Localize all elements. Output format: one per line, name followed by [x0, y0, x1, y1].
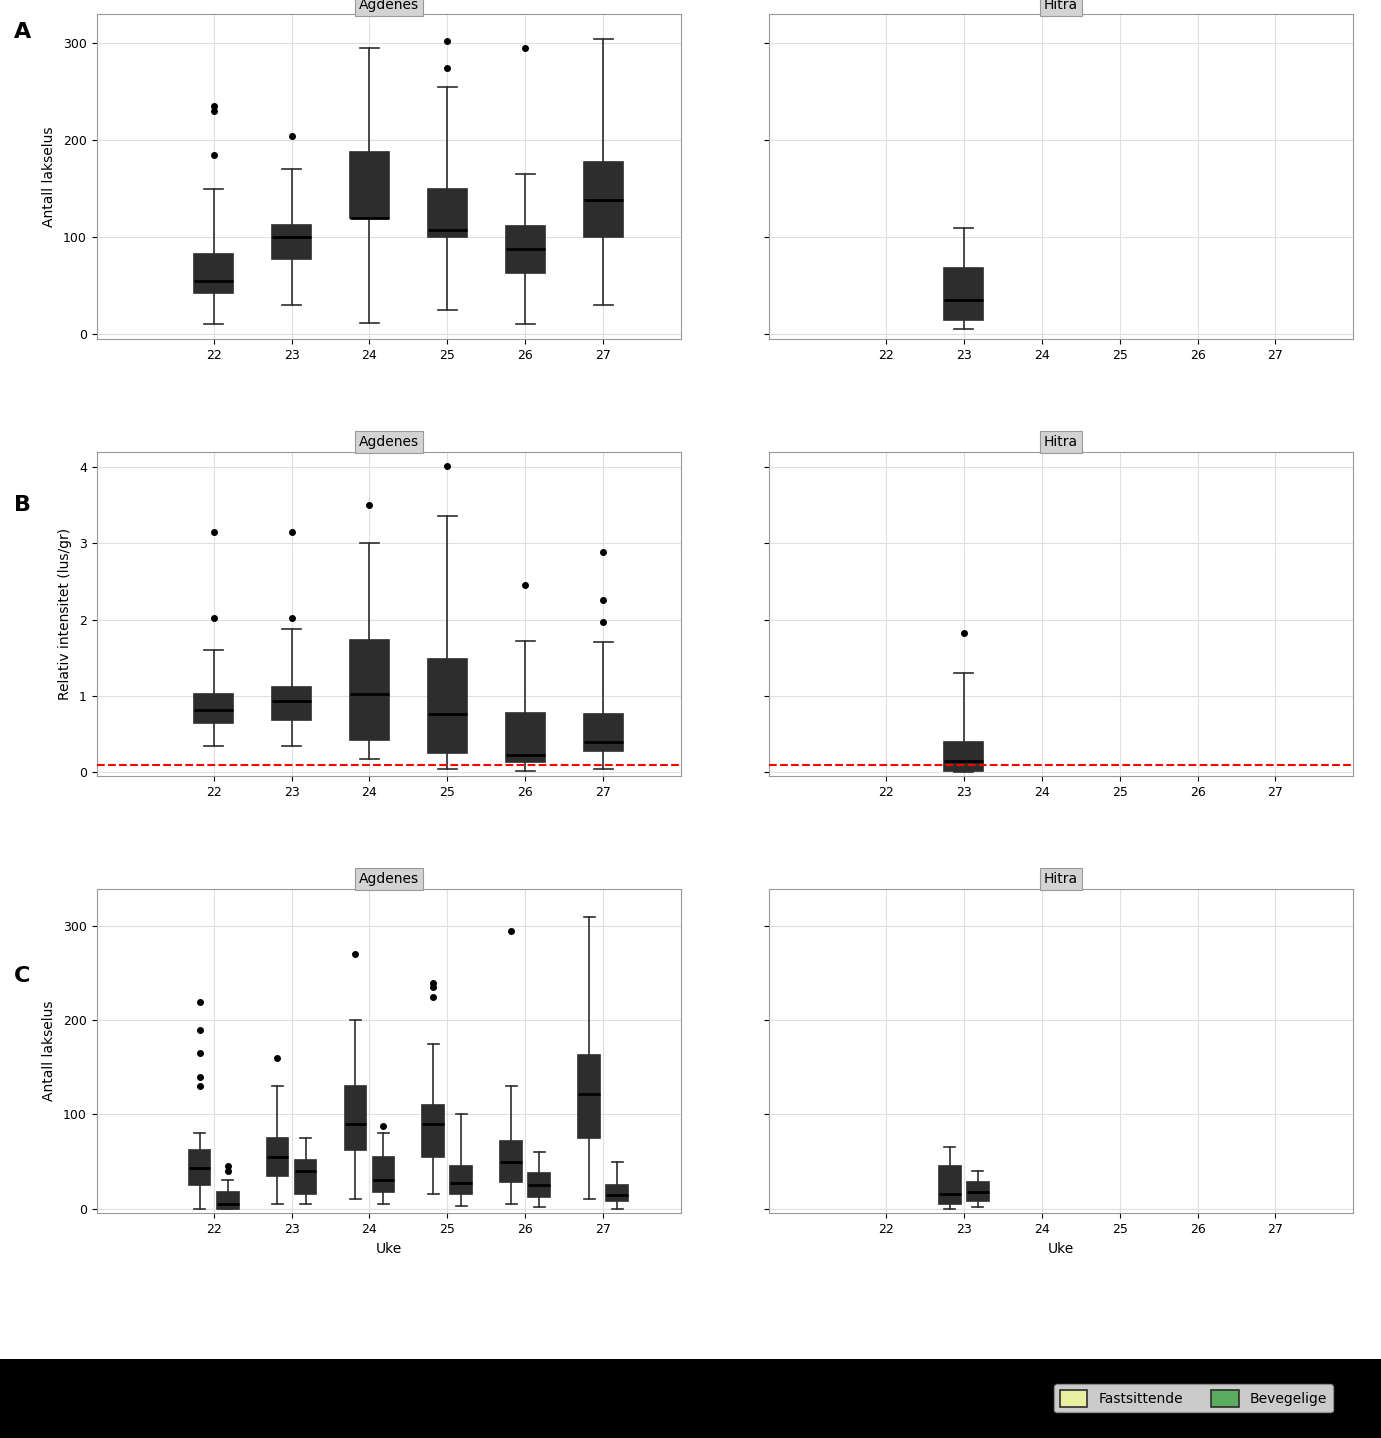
PathPatch shape: [294, 1159, 316, 1195]
Y-axis label: Relativ intensitet (lus/gr): Relativ intensitet (lus/gr): [58, 528, 72, 700]
PathPatch shape: [195, 253, 233, 293]
PathPatch shape: [584, 161, 623, 237]
PathPatch shape: [428, 659, 467, 754]
PathPatch shape: [529, 1173, 550, 1198]
PathPatch shape: [272, 687, 311, 720]
PathPatch shape: [505, 713, 544, 762]
PathPatch shape: [606, 1185, 628, 1201]
PathPatch shape: [349, 640, 389, 741]
PathPatch shape: [500, 1140, 522, 1182]
Text: B: B: [14, 495, 30, 515]
Title: Agdenes: Agdenes: [359, 434, 418, 449]
PathPatch shape: [945, 269, 983, 319]
PathPatch shape: [195, 695, 233, 723]
PathPatch shape: [344, 1086, 366, 1150]
Title: Hitra: Hitra: [1044, 434, 1079, 449]
PathPatch shape: [939, 1166, 961, 1204]
PathPatch shape: [945, 742, 983, 771]
PathPatch shape: [267, 1137, 289, 1176]
Title: Hitra: Hitra: [1044, 0, 1079, 12]
PathPatch shape: [579, 1055, 601, 1137]
PathPatch shape: [423, 1104, 445, 1156]
X-axis label: Uke: Uke: [376, 1241, 402, 1255]
PathPatch shape: [428, 188, 467, 237]
Title: Agdenes: Agdenes: [359, 0, 418, 12]
PathPatch shape: [373, 1156, 395, 1192]
PathPatch shape: [217, 1192, 239, 1208]
PathPatch shape: [272, 224, 311, 259]
PathPatch shape: [189, 1150, 210, 1185]
PathPatch shape: [584, 715, 623, 751]
Text: C: C: [14, 966, 30, 986]
Title: Hitra: Hitra: [1044, 871, 1079, 886]
PathPatch shape: [967, 1182, 989, 1201]
X-axis label: Uke: Uke: [1048, 1241, 1074, 1255]
PathPatch shape: [505, 226, 544, 273]
PathPatch shape: [450, 1166, 472, 1195]
Text: A: A: [14, 22, 30, 42]
Y-axis label: Antall lakselus: Antall lakselus: [43, 1001, 57, 1102]
Y-axis label: Antall lakselus: Antall lakselus: [43, 127, 57, 227]
PathPatch shape: [349, 152, 389, 219]
Legend: Fastsittende, Bevegelige: Fastsittende, Bevegelige: [1054, 1385, 1333, 1412]
Title: Agdenes: Agdenes: [359, 871, 418, 886]
